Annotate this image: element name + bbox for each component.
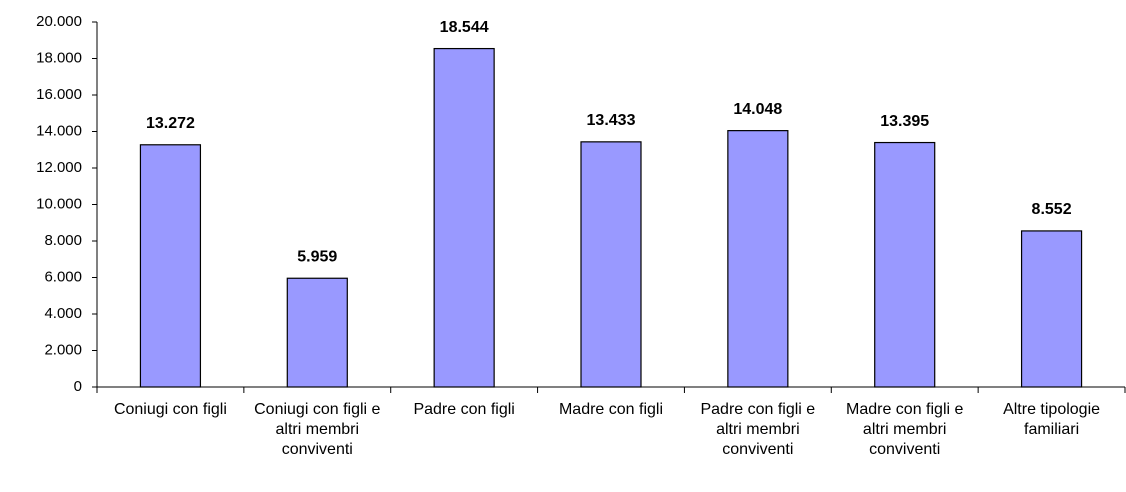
- x-tick-label: Padre con figli e altri membri convivent…: [700, 401, 816, 458]
- bar: [1020, 230, 1083, 388]
- x-tick-label: Coniugi con figli e altri membri convive…: [254, 401, 381, 458]
- y-tick-label: 10.000: [36, 195, 82, 212]
- y-tick-label: 4.000: [44, 305, 82, 322]
- data-label: 13.272: [146, 115, 195, 132]
- x-tick-label: Altre tipologie familiari: [1003, 401, 1101, 438]
- data-label: 8.552: [1032, 201, 1072, 218]
- bar: [874, 141, 936, 388]
- y-tick-label: 14.000: [36, 122, 82, 139]
- bar: [580, 141, 642, 388]
- y-tick-label: 6.000: [44, 268, 82, 285]
- data-label: 14.048: [733, 101, 782, 118]
- x-tick-label: Padre con figli: [413, 401, 515, 418]
- x-tick-label: Madre con figli e altri membri convivent…: [846, 401, 964, 458]
- x-tick-label: Madre con figli: [558, 401, 664, 418]
- data-label: 5.959: [297, 248, 337, 265]
- bar: [286, 277, 348, 388]
- x-tick-label: Coniugi con figli: [113, 401, 227, 418]
- data-label: 13.395: [880, 113, 929, 130]
- y-tick-label: 8.000: [44, 232, 82, 249]
- data-label: 13.433: [587, 112, 636, 129]
- y-tick-label: 16.000: [36, 86, 82, 103]
- y-tick-label: 12.000: [36, 159, 82, 176]
- bar: [139, 144, 202, 388]
- y-tick-label: 2.000: [44, 341, 82, 358]
- y-tick-label: 20.000: [36, 13, 82, 30]
- y-tick-label: 0: [74, 378, 82, 395]
- bar: [433, 47, 495, 388]
- data-label: 18.544: [440, 19, 489, 36]
- y-tick-label: 18.000: [36, 49, 82, 66]
- bar: [727, 130, 789, 388]
